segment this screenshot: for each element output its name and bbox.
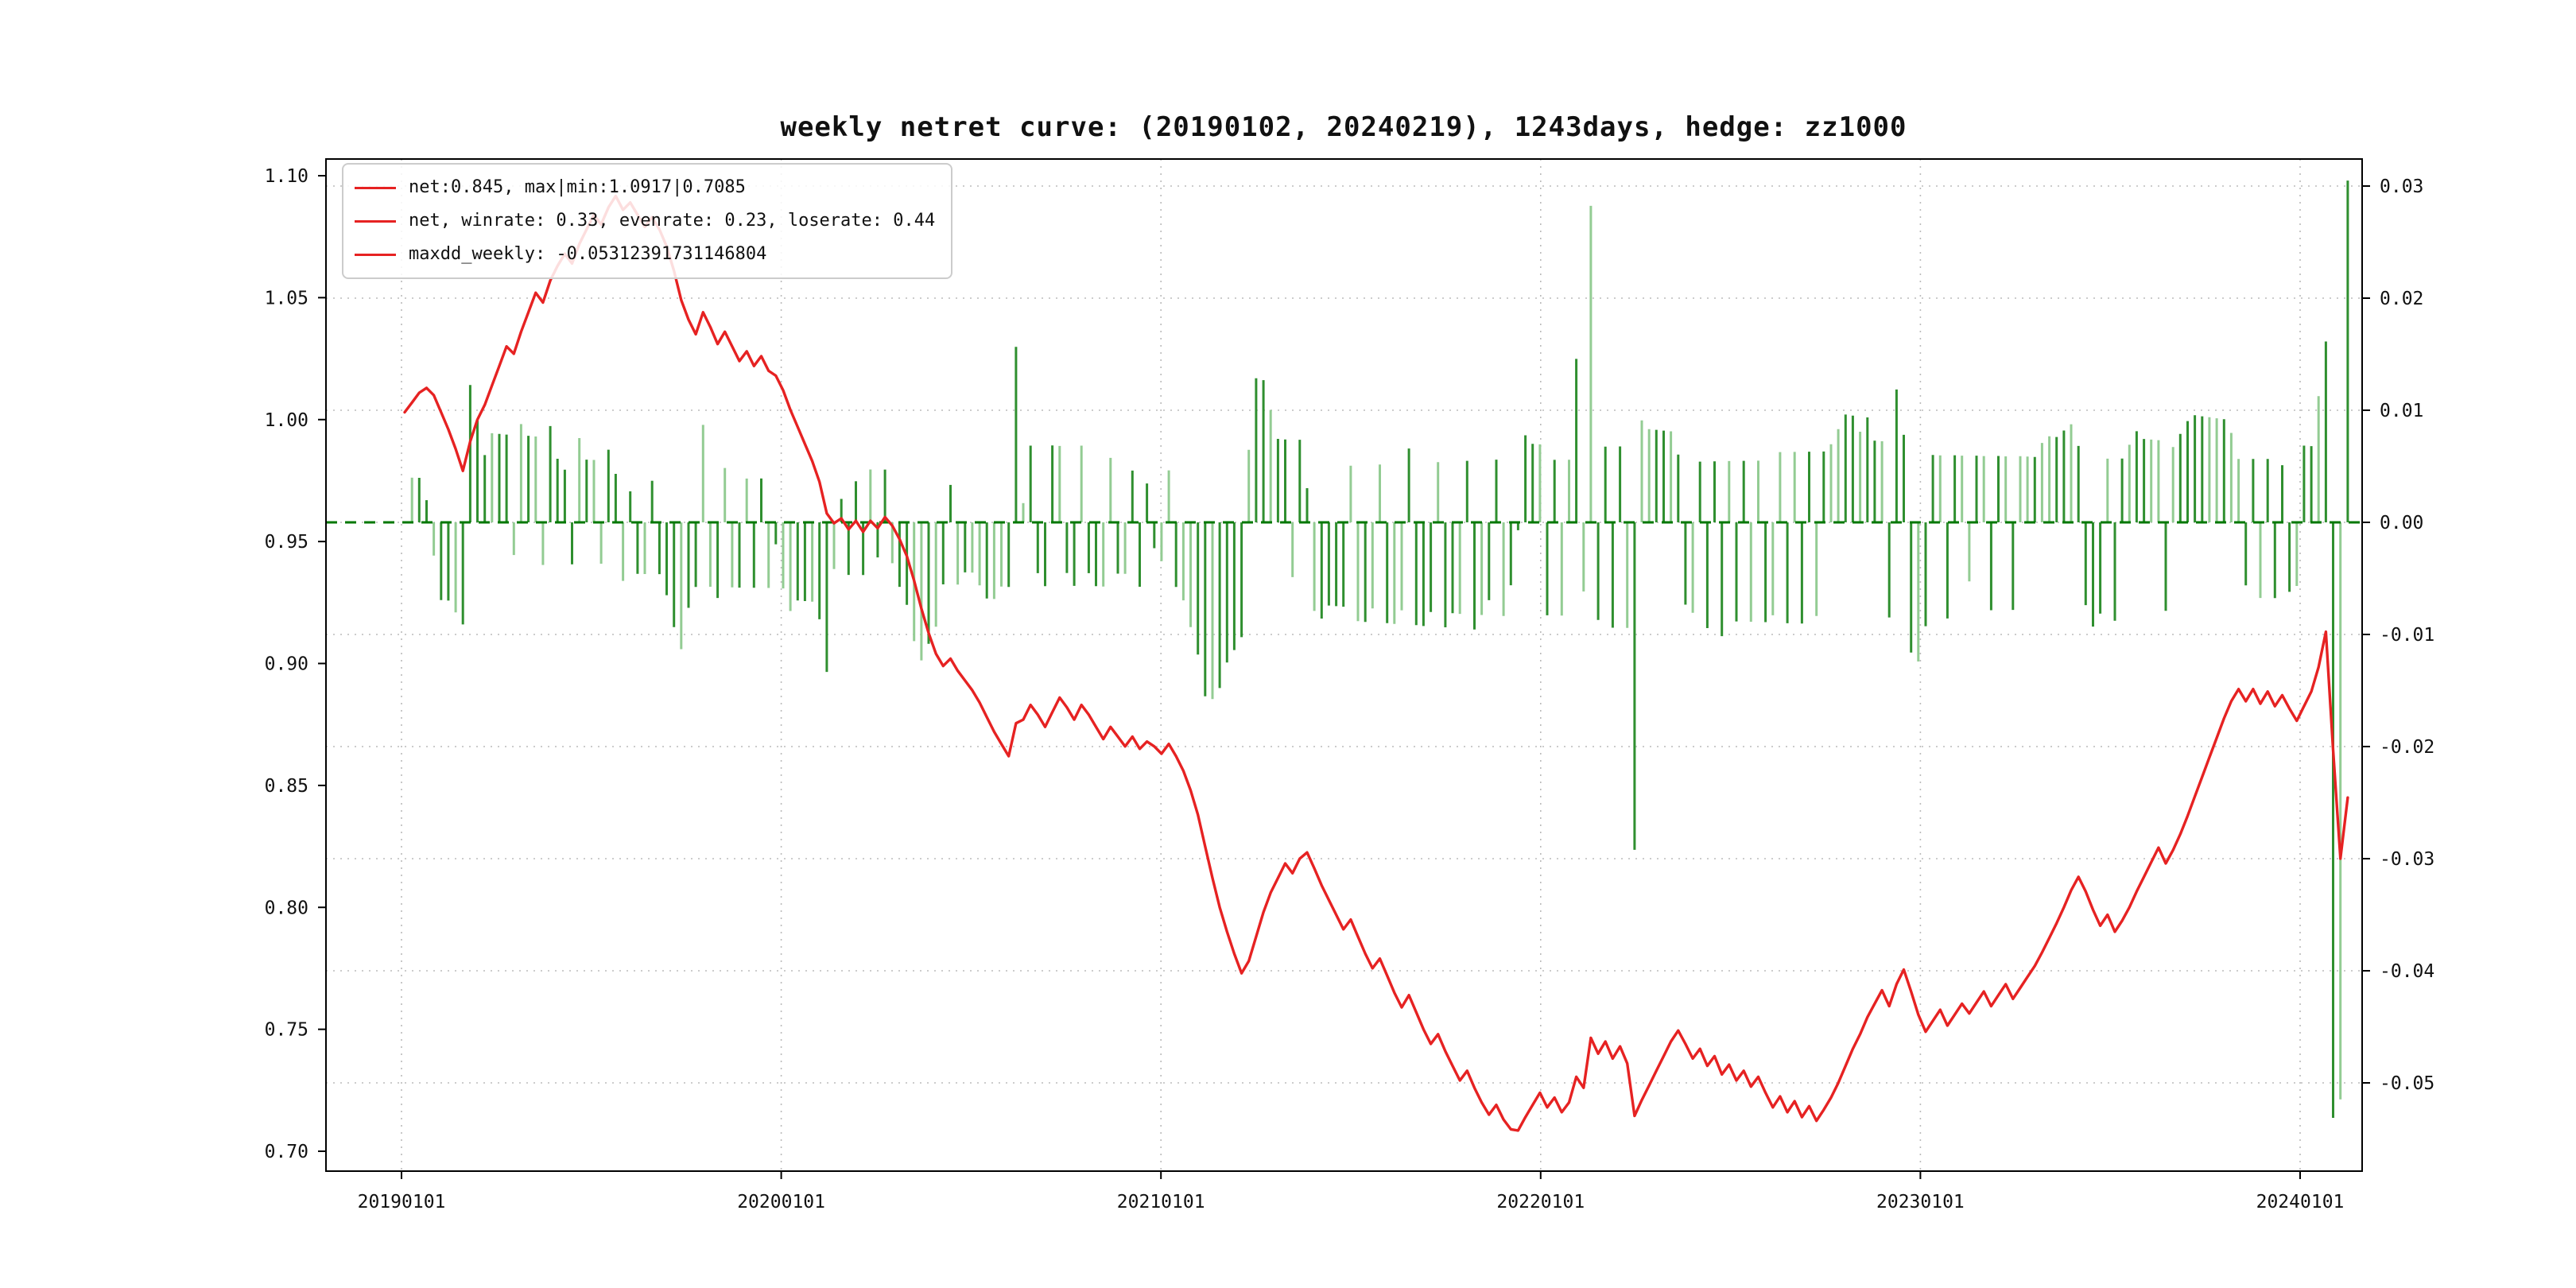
y-right-tick-label: 0.02 (2380, 289, 2423, 309)
y-left-tick-label: 0.80 (265, 898, 308, 918)
legend-line-swatch (355, 186, 396, 189)
x-tick-label: 20210101 (1117, 1192, 1205, 1212)
chart-title: weekly netret curve: (20190102, 20240219… (780, 111, 1907, 143)
y-right-tick-label: -0.03 (2380, 849, 2434, 870)
x-tick-label: 20240101 (2256, 1192, 2345, 1212)
weekly-return-bars (410, 180, 2349, 1118)
y-left-tick-label: 0.95 (265, 532, 308, 553)
legend-entry-net: net:0.845, max|min:1.0917|0.7085 (355, 171, 935, 204)
y-right-tick-label: 0.00 (2380, 513, 2423, 533)
y-left-tick-label: 1.00 (265, 410, 308, 431)
y-left-tick-label: 1.05 (265, 288, 308, 308)
y-right-tick-label: -0.05 (2380, 1073, 2434, 1094)
y-left-tick-label: 0.85 (265, 776, 308, 797)
y-right-tick-label: -0.01 (2380, 625, 2434, 646)
axes (318, 158, 2370, 1179)
x-tick-label: 20220101 (1496, 1192, 1585, 1212)
legend-entry-winrate: net, winrate: 0.33, evenrate: 0.23, lose… (355, 204, 935, 238)
legend-label-winrate: net, winrate: 0.33, evenrate: 0.23, lose… (409, 211, 936, 231)
tick-labels: 20190101 20200101 20210101 20220101 20230101… (265, 166, 2435, 1212)
y-left-tick-label: 0.75 (265, 1020, 308, 1041)
y-right-tick-label: 0.01 (2380, 401, 2423, 421)
x-tick-label: 20230101 (1876, 1192, 1965, 1212)
gridlines (326, 159, 2362, 1171)
legend-label-net: net:0.845, max|min:1.0917|0.7085 (409, 177, 746, 197)
legend-label-maxdd: maxdd_weekly: -0.05312391731146804 (409, 244, 767, 264)
y-right-tick-label: -0.02 (2380, 737, 2434, 758)
y-right-tick-label: -0.04 (2380, 961, 2434, 982)
x-tick-label: 20200101 (737, 1192, 825, 1212)
x-tick-label: 20190101 (358, 1192, 446, 1212)
y-left-tick-label: 0.90 (265, 654, 308, 675)
y-left-tick-label: 1.10 (265, 166, 308, 187)
legend-line-swatch (355, 253, 396, 256)
legend-line-swatch (355, 219, 396, 223)
legend: net:0.845, max|min:1.0917|0.7085 net, wi… (342, 163, 953, 279)
y-left-tick-label: 0.70 (265, 1142, 308, 1162)
net-line (403, 194, 2349, 1132)
legend-entry-maxdd: maxdd_weekly: -0.05312391731146804 (355, 238, 935, 271)
y-right-tick-label: 0.03 (2380, 177, 2423, 197)
